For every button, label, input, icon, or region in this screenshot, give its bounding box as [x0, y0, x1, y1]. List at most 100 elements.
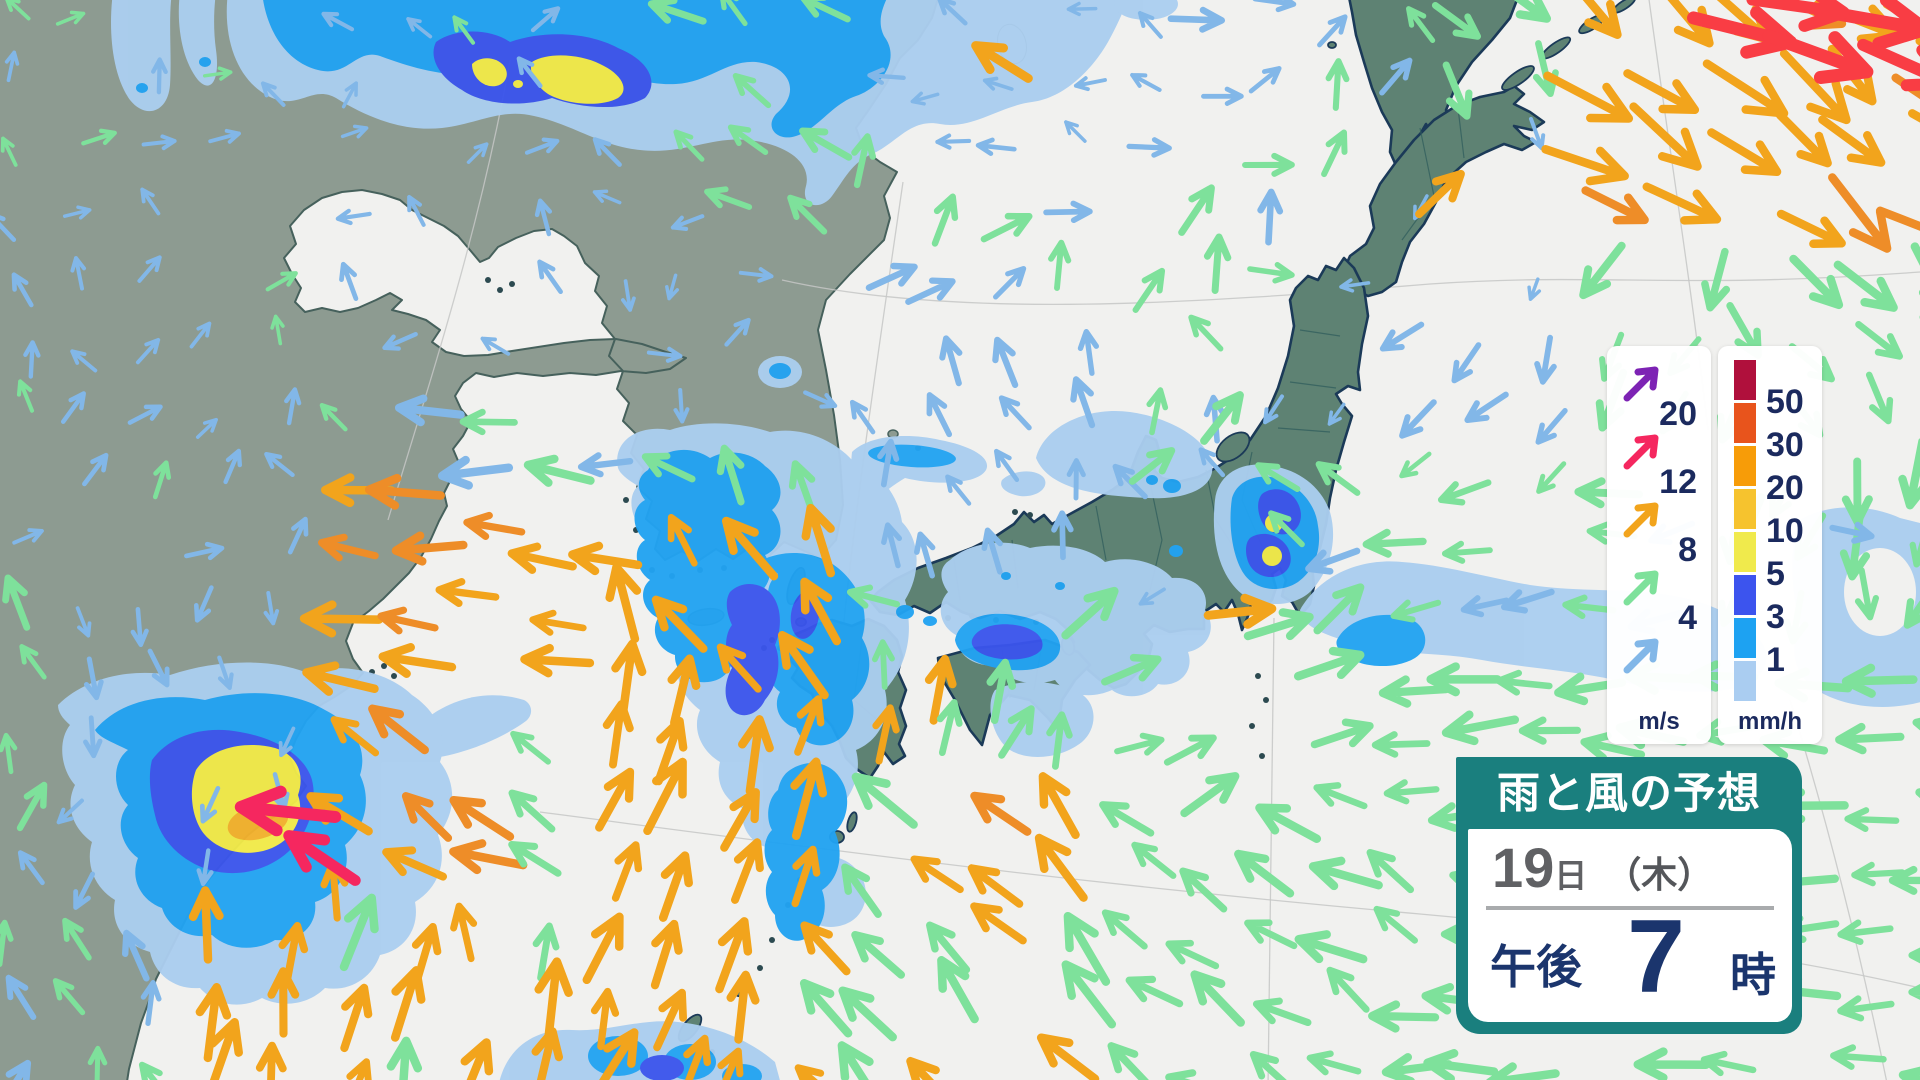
wind-arrow — [1201, 86, 1244, 106]
wind-arrow — [1061, 960, 1117, 1029]
wind-arrow — [1789, 254, 1844, 310]
wind-arrow — [726, 970, 760, 1044]
islet-dot — [485, 277, 491, 283]
wind-arrow — [508, 789, 556, 833]
wind-arrow — [646, 346, 683, 363]
wind-arrow — [1486, 1062, 1560, 1080]
wind-arrow — [73, 871, 96, 910]
wind-arrow — [1107, 1042, 1149, 1080]
wind-arrow — [993, 266, 1027, 300]
wind-arrow — [1865, 371, 1894, 425]
date-weekday: （木） — [1605, 854, 1714, 895]
wind-arrow — [508, 840, 562, 877]
wind-arrow — [346, 1058, 372, 1080]
wind-arrow — [5, 974, 37, 1020]
wind-arrow — [673, 129, 705, 162]
wind-arrow — [1255, 803, 1322, 843]
wind-arrow — [138, 1061, 163, 1080]
wind-arrow — [1399, 451, 1432, 479]
wind-arrow — [975, 137, 1017, 156]
wind-arrow — [340, 983, 373, 1053]
wind-arrow — [284, 387, 302, 426]
wind-arrow — [1908, 983, 1920, 1000]
wind-arrow — [937, 956, 979, 1024]
wind-arrow — [5, 0, 31, 21]
wind-arrow — [1460, 595, 1510, 618]
wind-arrow — [926, 921, 971, 974]
wind-arrow — [184, 541, 225, 561]
islet-dot — [509, 281, 515, 287]
wind-arrow — [849, 399, 876, 435]
wind-arrow — [260, 81, 286, 107]
wind-arrow — [510, 730, 551, 765]
wind-arrow — [382, 846, 447, 881]
rain-patch — [111, 0, 172, 112]
wind-arrow — [335, 208, 372, 226]
wind-arrow — [152, 460, 172, 500]
wind-arrow — [140, 187, 161, 216]
wind-arrow — [438, 455, 514, 490]
wind-arrow — [611, 841, 643, 902]
wind-arrow — [1818, 115, 1886, 167]
wind-arrow — [717, 1047, 744, 1080]
wind-arrow — [1126, 137, 1172, 158]
wind-arrow — [1366, 848, 1415, 894]
wind-arrow — [1534, 334, 1557, 385]
time-hour: 7 — [1627, 899, 1685, 1015]
wind-arrow — [1248, 66, 1282, 94]
japan-island — [1327, 41, 1337, 49]
wind-arrow — [980, 212, 1033, 243]
wind-arrow — [1431, 2, 1481, 40]
islet-dot — [1027, 512, 1033, 518]
wind-arrow — [590, 987, 620, 1051]
wind-arrow — [1101, 653, 1162, 686]
wind-arrow — [799, 127, 853, 161]
wind-arrow — [532, 922, 560, 982]
wind-arrow — [1898, 1066, 1920, 1080]
wind-arrow — [0, 919, 14, 967]
wind-arrow — [1190, 970, 1245, 1027]
wind-arrow — [667, 654, 701, 727]
rain-patch — [971, 624, 1043, 660]
wind-arrow — [386, 1036, 423, 1080]
wind-arrow — [777, 630, 829, 700]
rain-overlay — [58, 0, 1920, 1080]
wind-arrow — [70, 256, 86, 291]
islet-dot — [497, 287, 503, 293]
wind-arrow — [1114, 732, 1165, 756]
wind-arrow — [263, 591, 280, 626]
wind-arrow — [724, 317, 751, 347]
wind-arrow — [450, 902, 478, 963]
wind-arrow — [189, 321, 212, 349]
wind-arrow — [265, 271, 298, 292]
wind-arrow — [534, 957, 573, 1045]
wind-arrow — [1451, 342, 1482, 384]
wind-arrow — [1198, 447, 1226, 478]
prefecture-border — [1457, 107, 1465, 159]
wind-arrow — [881, 522, 902, 569]
wind-arrow — [255, 1041, 287, 1080]
rain-scale-block — [1734, 403, 1756, 443]
wind-arrow — [1442, 61, 1473, 120]
wind-arrow — [1130, 72, 1162, 92]
wind-arrow — [1249, 1050, 1287, 1080]
wind-arrow — [1293, 646, 1365, 681]
wind-arrow-strong — [1829, 521, 1875, 544]
wind-arrow — [264, 451, 295, 478]
wind-arrow — [1837, 919, 1894, 945]
wind-arrow — [592, 137, 622, 167]
wind-arrow — [23, 340, 41, 379]
wind-arrow — [56, 798, 84, 825]
wind-arrow — [81, 128, 117, 146]
wind-arrow — [12, 528, 44, 545]
wind-arrow — [87, 1045, 108, 1080]
rainfall-legend: 50 30 20 10 5 3 1 mm/h — [1718, 346, 1822, 744]
wind-arrow — [1495, 669, 1553, 696]
wind-arrow — [127, 404, 163, 425]
wind-arrow — [1536, 461, 1567, 494]
rain-scale-block — [1734, 618, 1756, 658]
wind-arrow — [800, 921, 851, 976]
wind-arrow — [529, 609, 587, 636]
